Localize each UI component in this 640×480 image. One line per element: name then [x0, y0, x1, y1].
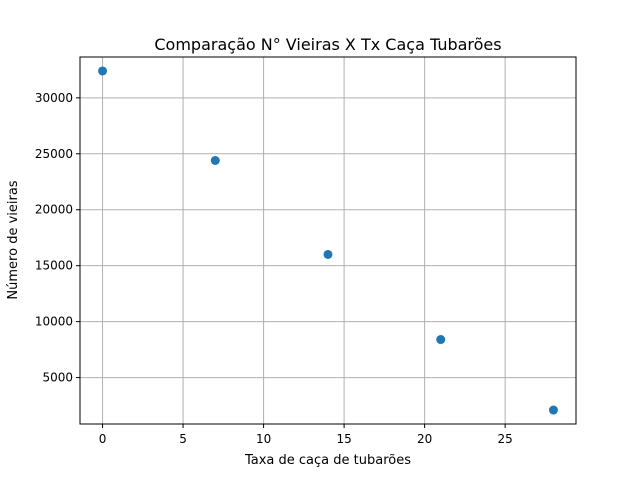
x-axis-label: Taxa de caça de tubarões: [244, 453, 411, 468]
data-point: [436, 335, 446, 345]
y-axis-label: Número de vieiras: [6, 180, 21, 299]
y-tick-label: 15000: [35, 259, 73, 273]
chart-title: Comparação N° Vieiras X Tx Caça Tubarões: [154, 35, 501, 54]
points-layer: [98, 66, 558, 415]
x-tick-label: 15: [336, 432, 351, 446]
x-tick-label: 0: [99, 432, 107, 446]
data-point: [548, 405, 558, 415]
y-tick-label: 25000: [35, 147, 73, 161]
data-point: [98, 66, 108, 76]
x-tick-label: 25: [498, 432, 513, 446]
data-point: [323, 249, 333, 259]
plot-frame: [79, 56, 577, 425]
x-tick-label: 5: [179, 432, 187, 446]
y-tick-label: 30000: [35, 91, 73, 105]
y-tick-label: 5000: [42, 371, 73, 385]
x-tick-label: 20: [417, 432, 432, 446]
y-tick-label: 20000: [35, 203, 73, 217]
x-tick-label: 10: [256, 432, 271, 446]
y-tick-label: 10000: [35, 315, 73, 329]
data-point: [210, 155, 220, 165]
grid-layer: [80, 57, 576, 424]
tick-layer: 0 5 10 15 20 25 5000 10000 15000 20000 25000 30000: [35, 91, 513, 446]
